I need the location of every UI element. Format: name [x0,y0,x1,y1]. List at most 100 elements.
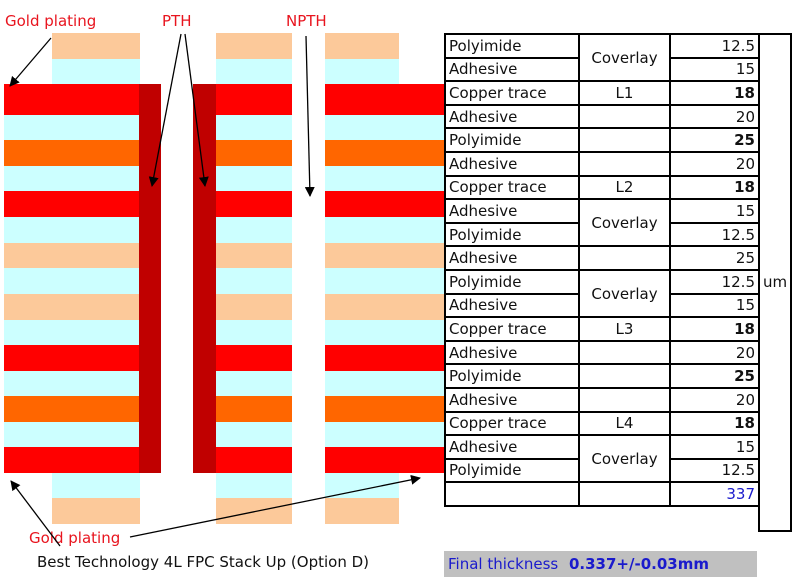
layer-band-adhesive [325,268,445,294]
group-cell: Coverlay [578,434,671,484]
thickness-cell: 20 [669,386,760,413]
top-coverlay-polyimide-right [325,33,399,59]
bottom-coverlay-polyimide-mid [216,498,292,524]
gold-plating-label-bottom: Gold plating [29,529,121,547]
thickness-cell: 12.5 [669,268,760,295]
material-cell: Adhesive [444,150,580,177]
material-cell: Copper trace [444,80,580,106]
layer-band-adhesive [325,422,445,447]
layer-band-copper [4,345,139,371]
stack-row: Copper trace L1 18 [444,80,791,106]
stack-row: Adhesive 25 [444,245,791,271]
spacer [445,506,759,531]
final-thickness-bar: Final thickness 0.337+/-0.03mm [444,551,757,577]
thickness-cell: 12.5 [669,33,760,59]
final-thickness-label: Final thickness [448,555,559,573]
thickness-cell: 18 [669,316,760,342]
top-coverlay-adhesive-mid [216,59,292,84]
group-cell: Coverlay [578,268,671,319]
material-cell: Adhesive [444,386,580,413]
material-cell: Polyimide [444,457,580,484]
bottom-coverlay-adhesive-right [325,473,399,498]
thickness-cell: 15 [669,198,760,224]
stackup-table: Polyimide Coverlay 12.5 um Adhesive 15 Copper … [444,32,793,532]
layer-band-adhesive [216,268,292,294]
material-cell: Adhesive [444,292,580,319]
layer-band-adhesive [4,422,139,447]
stack-row: Adhesive 15 [444,56,791,83]
material-cell: Polyimide [444,127,580,153]
material-cell: Adhesive [444,103,580,130]
group-cell: Coverlay [578,32,671,83]
material-cell: Adhesive [444,245,580,271]
layer-band-copper [4,191,139,217]
group-cell [578,103,671,130]
layer-band-adhesive [325,166,445,191]
stack-row: Adhesive 20 [444,103,791,130]
pth-label: PTH [162,12,192,30]
stack-row: Polyimide 25 [444,363,791,389]
layer-band-copper [325,345,445,371]
bottom-coverlay-polyimide-right [325,498,399,524]
layer-band-adhesive [325,115,445,140]
layer-band-adhesive [325,320,445,345]
thickness-cell: 18 [669,410,760,437]
layer-band-adhesive [4,320,139,345]
empty-cell [578,481,671,507]
layer-band-polyimide-coverlay [216,243,292,268]
layer-band-polyimide-core [4,140,139,166]
layer-band-adhesive [216,422,292,447]
thickness-cell: 20 [669,150,760,177]
layer-band-copper [4,447,139,473]
group-cell: L1 [578,80,671,106]
layer-band-adhesive [325,217,445,243]
layer-band-adhesive [4,268,139,294]
material-cell: Copper trace [444,316,580,342]
layer-band-adhesive [4,166,139,191]
layer-band-copper [325,191,445,217]
material-cell: Polyimide [444,221,580,248]
layer-band-polyimide-coverlay [4,294,139,320]
stack-row: Adhesive Coverlay 15 [444,198,791,248]
top-coverlay-adhesive-right [325,59,399,84]
material-cell: Copper trace [444,410,580,437]
gold-plating-label-top: Gold plating [5,12,97,30]
bottom-coverlay-adhesive-mid [216,473,292,498]
material-cell: Copper trace [444,174,580,201]
layer-band-adhesive [216,115,292,140]
npth-label: NPTH [286,12,327,30]
total-thickness: 337 [669,481,760,507]
thickness-cell: 12.5 [669,221,760,248]
stack-row: Adhesive Coverlay 15 [444,434,791,484]
group-cell [578,245,671,271]
pth-wall-right [193,84,216,473]
group-cell: Coverlay [578,198,671,248]
stack-row: Polyimide 12.5 [444,221,791,248]
thickness-cell: 25 [669,127,760,153]
top-coverlay-adhesive-left [52,59,140,84]
layer-band-polyimide-coverlay [325,243,445,268]
layer-band-copper [325,84,445,115]
layer-band-copper [325,447,445,473]
material-cell: Polyimide [444,33,580,59]
material-cell: Polyimide [444,268,580,295]
stack-row: Polyimide Coverlay 12.5 um [444,32,793,532]
annotation-arrows [9,33,421,547]
stack-row: Adhesive 20 [444,339,791,366]
material-cell: Adhesive [444,56,580,83]
layer-band-copper [216,191,292,217]
layer-band-polyimide-core [4,396,139,422]
top-coverlay-polyimide-left [52,33,140,59]
bottom-coverlay-adhesive-left [52,473,140,498]
thickness-cell: 15 [669,56,760,83]
group-cell [578,127,671,153]
stack-row: Polyimide 25 [444,127,791,153]
layer-band-polyimide-core [325,140,445,166]
bottom-coverlay-polyimide-left [52,498,140,524]
layer-band-adhesive [216,166,292,191]
final-row-spacer [445,506,791,531]
layer-band-adhesive [216,217,292,243]
layer-band-polyimide-core [216,140,292,166]
final-thickness-value: 0.337+/-0.03mm [568,555,709,573]
material-cell: Adhesive [444,434,580,460]
